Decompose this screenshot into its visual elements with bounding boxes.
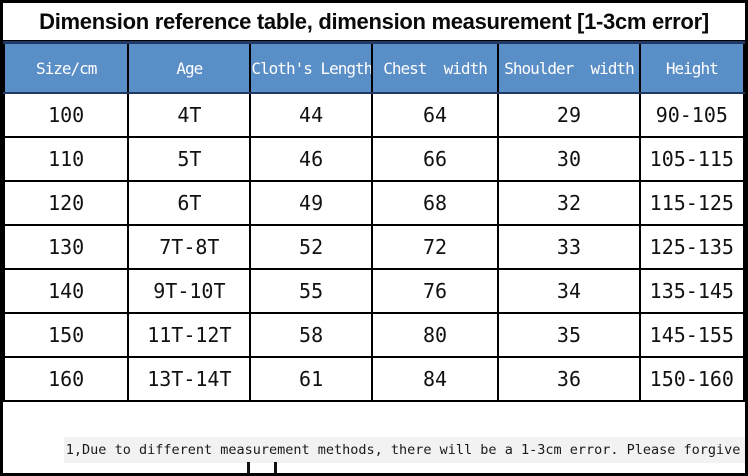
col-header-cloth-length: Cloth's Length [249, 41, 373, 94]
col-header-age: Age [127, 41, 252, 94]
table-row: 110 5T 46 66 30 105-115 [3, 136, 745, 182]
table-row: 160 13T-14T 61 84 36 150-160 [3, 356, 745, 402]
table-cell-size: 130 [3, 224, 130, 270]
table-cell-age: 13T-14T [127, 356, 252, 402]
table-cell-cloth-length: 49 [249, 180, 373, 226]
table-cell-shoulder-width: 29 [497, 92, 641, 138]
cropped-gridline-tick [274, 462, 277, 473]
table-cell-shoulder-width: 34 [497, 268, 641, 314]
table-cell-cloth-length: 61 [249, 356, 373, 402]
table-cell-chest-width: 76 [370, 268, 500, 314]
table-cell-shoulder-width: 33 [497, 224, 641, 270]
table-cell-size: 100 [3, 92, 130, 138]
table-cell-chest-width: 84 [370, 356, 500, 402]
note-measurement-error: 1,Due to different measurement methods, … [63, 437, 745, 463]
table-cell-shoulder-width: 36 [497, 356, 641, 402]
table-cell-height: 150-160 [638, 356, 745, 402]
table-cell-age: 11T-12T [127, 312, 252, 358]
col-header-size: Size/cm [3, 41, 130, 94]
col-header-height: Height [638, 41, 745, 94]
table-cell-cloth-length: 58 [249, 312, 373, 358]
table-cell-size: 160 [3, 356, 130, 402]
col-header-shoulder-width: Shoulder width [497, 41, 641, 94]
table-row: 140 9T-10T 55 76 34 135-145 [3, 268, 745, 314]
table-cell-age: 4T [127, 92, 252, 138]
table-cell-age: 9T-10T [127, 268, 252, 314]
table-cell-chest-width: 68 [370, 180, 500, 226]
table-header-row: Size/cm Age Cloth's Length Chest width S… [3, 41, 745, 94]
table-cell-shoulder-width: 32 [497, 180, 641, 226]
table-cell-shoulder-width: 35 [497, 312, 641, 358]
table-cell-height: 105-115 [638, 136, 745, 182]
table-cell-cloth-length: 55 [249, 268, 373, 314]
table-cell-shoulder-width: 30 [497, 136, 641, 182]
size-table: Size/cm Age Cloth's Length Chest width S… [3, 41, 745, 402]
page-title: Dimension reference table, dimension mea… [3, 3, 745, 41]
table-cell-height: 90-105 [638, 92, 745, 138]
table-cell-size: 150 [3, 312, 130, 358]
table-row: 130 7T-8T 52 72 33 125-135 [3, 224, 745, 270]
note-line: 1,Due to different measurement methods, … [6, 410, 745, 473]
table-cell-height: 125-135 [638, 224, 745, 270]
table-row: 150 11T-12T 58 80 35 145-155 [3, 312, 745, 358]
notes-section: 1,Due to different measurement methods, … [3, 402, 745, 473]
table-cell-age: 7T-8T [127, 224, 252, 270]
table-cell-height: 145-155 [638, 312, 745, 358]
table-cell-chest-width: 80 [370, 312, 500, 358]
table-cell-chest-width: 64 [370, 92, 500, 138]
table-cell-chest-width: 66 [370, 136, 500, 182]
table-cell-age: 6T [127, 180, 252, 226]
table-cell-size: 140 [3, 268, 130, 314]
table-cell-size: 110 [3, 136, 130, 182]
table-cell-cloth-length: 52 [249, 224, 373, 270]
table-cell-chest-width: 72 [370, 224, 500, 270]
table-row: 100 4T 44 64 29 90-105 [3, 92, 745, 138]
cropped-gridline-tick [247, 462, 250, 473]
table-cell-cloth-length: 46 [249, 136, 373, 182]
table-row: 120 6T 49 68 32 115-125 [3, 180, 745, 226]
table-cell-height: 135-145 [638, 268, 745, 314]
table-cell-height: 115-125 [638, 180, 745, 226]
table-cell-cloth-length: 44 [249, 92, 373, 138]
col-header-chest-width: Chest width [370, 41, 500, 94]
table-cell-age: 5T [127, 136, 252, 182]
table-cell-size: 120 [3, 180, 130, 226]
